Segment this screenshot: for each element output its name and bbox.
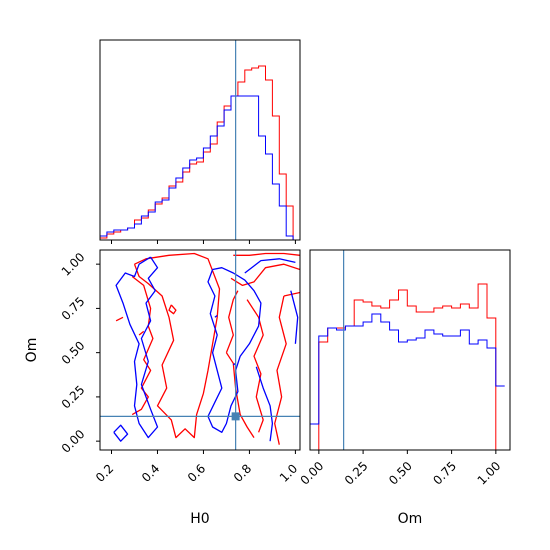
h0-om-contour-panel — [96, 249, 301, 454]
om-xtick-label-1: 0.25 — [342, 459, 371, 488]
om-xtick-label-0: 0.00 — [298, 459, 327, 488]
om-ytick-label-2: 0.50 — [59, 338, 88, 367]
om-histogram-frame — [309, 249, 511, 451]
h0-tick-label-0: 0.2 — [93, 461, 116, 484]
h0-hist-red-series — [100, 65, 300, 240]
blue-contour-3 — [255, 366, 274, 442]
red-contour-3 — [230, 263, 300, 287]
h0-histogram-frame — [99, 39, 301, 241]
red-contour-0 — [133, 252, 221, 439]
blue-contour-0 — [115, 256, 159, 439]
h0-hist-blue-series — [100, 95, 300, 240]
om-ytick-label-0: 0.00 — [59, 427, 88, 456]
blue-contour-6 — [214, 314, 218, 318]
contour-frame — [99, 249, 301, 451]
red-contour-4 — [225, 290, 239, 353]
blue-contour-1 — [207, 267, 262, 433]
blue-contour-5 — [113, 424, 129, 442]
red-contour-9 — [168, 304, 177, 315]
om-histogram-panel — [309, 249, 511, 454]
om-ytick-label-3: 0.75 — [59, 294, 88, 323]
om-hist-blue-series — [310, 313, 505, 425]
x-axis-label-h0: H0 — [190, 511, 209, 527]
blue-contour-2 — [244, 258, 296, 274]
om-xtick-label-4: 1.00 — [475, 459, 504, 488]
h0-tick-label-3: 0.8 — [231, 461, 254, 484]
om-xtick-label-2: 0.50 — [386, 459, 415, 488]
om-xtick-label-3: 0.75 — [430, 459, 459, 488]
h0-tick-label-2: 0.6 — [185, 461, 208, 484]
red-contour-10 — [138, 330, 145, 336]
om-ytick-label-4: 1.00 — [59, 250, 88, 279]
h0-tick-label-1: 0.4 — [139, 461, 162, 484]
y-axis-label-om: Om — [24, 338, 40, 363]
truth-marker — [231, 412, 240, 421]
red-contour-8 — [274, 295, 287, 445]
red-contour-11 — [115, 316, 124, 322]
red-contour-5 — [225, 352, 255, 438]
om-ytick-label-1: 0.25 — [59, 383, 88, 412]
red-contour-6 — [246, 299, 264, 433]
red-contour-2 — [233, 252, 300, 256]
x-axis-label-om: Om — [398, 511, 423, 527]
h0-tick-label-4: 1.0 — [277, 461, 300, 484]
blue-contour-4 — [290, 290, 299, 344]
h0-histogram-panel — [99, 39, 301, 244]
om-hist-red-series — [310, 283, 505, 450]
tick-labels: 0.2 0.4 0.6 0.8 1.00.00 0.25 0.50 0.75 1.000.000… — [59, 250, 504, 488]
